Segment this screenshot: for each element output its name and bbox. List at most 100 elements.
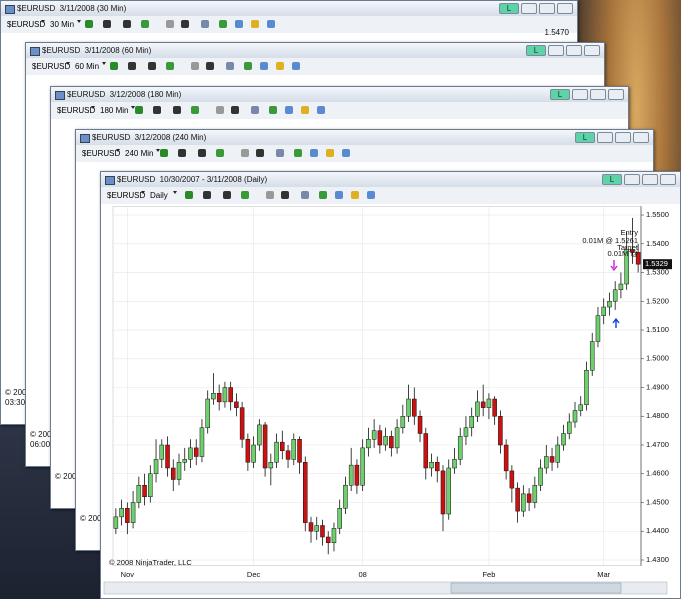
instrument-selector[interactable]: $EURUSD [32, 62, 71, 71]
interval-selector[interactable]: Daily [150, 191, 168, 200]
toolbar-button[interactable] [216, 149, 224, 157]
toolbar-button[interactable] [191, 62, 199, 70]
toolbar-button[interactable] [173, 106, 181, 114]
interval-selector[interactable]: 180 Min [100, 106, 129, 115]
toolbar-button[interactable] [191, 106, 199, 114]
toolbar-button[interactable] [310, 149, 318, 157]
toolbar-button[interactable] [226, 62, 234, 70]
toolbar-button[interactable] [85, 20, 93, 28]
toolbar-button[interactable] [201, 20, 209, 28]
instrument-selector[interactable]: $EURUSD [7, 20, 46, 29]
toolbar-button[interactable] [276, 149, 284, 157]
instrument-selector[interactable]: $EURUSD [57, 106, 96, 115]
link-button[interactable]: L [526, 45, 546, 56]
toolbar-button[interactable] [166, 62, 174, 70]
maximize-button[interactable] [615, 132, 631, 143]
candle-body [538, 467, 543, 486]
toolbar-button[interactable] [260, 62, 268, 70]
candle-body [331, 528, 337, 544]
link-button[interactable]: L [499, 3, 519, 14]
toolbar-button[interactable] [342, 149, 350, 157]
candle-body [406, 398, 411, 417]
minimize-button[interactable] [597, 132, 613, 143]
link-button[interactable]: L [550, 89, 570, 100]
toolbar-button[interactable] [301, 191, 309, 199]
minimize-button[interactable] [572, 89, 588, 100]
toolbar-button[interactable] [241, 149, 249, 157]
candle-body [607, 301, 612, 308]
close-button[interactable] [660, 174, 676, 185]
minimize-button[interactable] [548, 45, 564, 56]
minimize-button[interactable] [624, 174, 640, 185]
toolbar-button[interactable] [206, 62, 214, 70]
toolbar-button[interactable] [198, 149, 206, 157]
toolbar-button[interactable] [317, 106, 325, 114]
interval-selector[interactable]: 240 Min [125, 149, 154, 158]
toolbar-button[interactable] [256, 149, 264, 157]
toolbar-button[interactable] [181, 20, 189, 28]
dropdown-arrow [156, 149, 160, 152]
toolbar-button[interactable] [128, 62, 136, 70]
toolbar-button[interactable] [292, 62, 300, 70]
close-button[interactable] [608, 89, 624, 100]
toolbar-button[interactable] [203, 191, 211, 199]
toolbar-button[interactable] [153, 106, 161, 114]
candle-body [417, 416, 423, 434]
candle-body [624, 249, 629, 285]
maximize-button[interactable] [590, 89, 606, 100]
toolbar-button[interactable] [241, 191, 249, 199]
footer-text: © 2008 [30, 430, 56, 439]
toolbar-button[interactable] [160, 149, 168, 157]
toolbar-button[interactable] [178, 149, 186, 157]
toolbar-button[interactable] [326, 149, 334, 157]
toolbar-button[interactable] [276, 62, 284, 70]
toolbar-button[interactable] [148, 62, 156, 70]
toolbar-button[interactable] [294, 149, 302, 157]
toolbar-button[interactable] [231, 106, 239, 114]
toolbar-button[interactable] [235, 20, 243, 28]
instrument-selector[interactable]: $EURUSD [82, 149, 121, 158]
toolbar-button[interactable] [285, 106, 293, 114]
toolbar-button[interactable] [267, 20, 275, 28]
toolbar-button[interactable] [301, 106, 309, 114]
link-button[interactable]: L [575, 132, 595, 143]
maximize-button[interactable] [539, 3, 555, 14]
candle-body [389, 436, 394, 449]
toolbar-button[interactable] [251, 20, 259, 28]
toolbar-button[interactable] [123, 20, 131, 28]
close-button[interactable] [557, 3, 573, 14]
toolbar-button[interactable] [110, 62, 118, 70]
toolbar-button[interactable] [216, 106, 224, 114]
candle-body [635, 252, 641, 265]
toolbar-button[interactable] [135, 106, 143, 114]
candle-body [343, 485, 348, 509]
toolbar-button[interactable] [223, 191, 231, 199]
close-button[interactable] [633, 132, 649, 143]
dropdown-arrow [131, 106, 135, 109]
maximize-button[interactable] [566, 45, 582, 56]
minimize-button[interactable] [521, 3, 537, 14]
toolbar-button[interactable] [335, 191, 343, 199]
toolbar-button[interactable] [103, 20, 111, 28]
toolbar-button[interactable] [281, 191, 289, 199]
toolbar-button[interactable] [166, 20, 174, 28]
toolbar-button[interactable] [141, 20, 149, 28]
toolbar-button[interactable] [367, 191, 375, 199]
toolbar-button[interactable] [185, 191, 193, 199]
dropdown-arrow [102, 62, 106, 65]
scrollbar-thumb[interactable] [450, 582, 622, 594]
interval-selector[interactable]: 30 Min [50, 20, 75, 29]
close-button[interactable] [584, 45, 600, 56]
toolbar-button[interactable] [319, 191, 327, 199]
toolbar-button[interactable] [251, 106, 259, 114]
toolbar-button[interactable] [269, 106, 277, 114]
toolbar-button[interactable] [351, 191, 359, 199]
maximize-button[interactable] [642, 174, 658, 185]
toolbar-button[interactable] [266, 191, 274, 199]
candle-body [492, 398, 497, 417]
toolbar-button[interactable] [219, 20, 227, 28]
toolbar-button[interactable] [244, 62, 252, 70]
link-button[interactable]: L [602, 174, 622, 185]
instrument-selector[interactable]: $EURUSD [107, 191, 146, 200]
interval-selector[interactable]: 60 Min [75, 62, 100, 71]
